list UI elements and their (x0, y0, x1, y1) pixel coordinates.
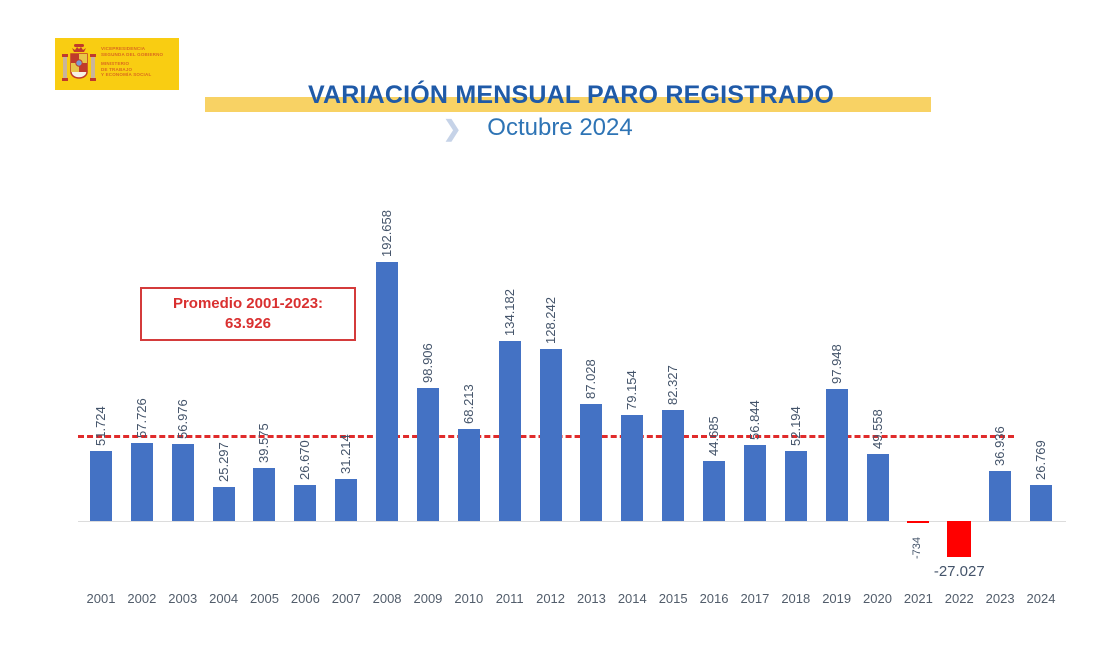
dept-line1: VICEPRESIDENCIA (101, 46, 146, 52)
x-axis-label-2021: 2021 (903, 591, 933, 606)
x-axis-label-2014: 2014 (617, 591, 647, 606)
bar-2003 (171, 444, 194, 521)
bar-value-label-2015: 82.327 (665, 365, 681, 405)
x-axis-label-2013: 2013 (576, 591, 606, 606)
bar-value-label-2021: -734 (911, 536, 924, 559)
bar-2014 (621, 415, 644, 521)
x-axis-label-2024: 2024 (1026, 591, 1056, 606)
bar-chart: 51.724 2001 57.726 2002 56.976 2003 25.297 2004… (78, 180, 1073, 640)
bar-value-label-2007: 31.214 (338, 434, 354, 474)
average-annotation-value: 63.926 (225, 315, 271, 332)
min-line3: Y ECONOMÍA SOCIAL (101, 72, 152, 78)
average-annotation-line1: Promedio 2001-2023: (172, 295, 324, 312)
bar-2024 (1030, 485, 1052, 521)
x-axis-label-2020: 2020 (863, 591, 892, 606)
bar-2006 (294, 485, 317, 521)
bar-2013 (580, 404, 603, 521)
x-axis-label-2005: 2005 (250, 591, 279, 606)
bar-2001 (90, 451, 112, 521)
bar-value-label-2014: 79.154 (624, 370, 640, 410)
bar-value-label-2006: 26.670 (297, 440, 313, 480)
bar-2007 (335, 479, 358, 521)
spain-coat-of-arms-icon (62, 44, 96, 81)
bar-value-label-2016: 44.685 (706, 416, 722, 456)
bar-value-label-2018: 52.194 (787, 406, 803, 446)
x-axis-label-2004: 2004 (209, 591, 239, 606)
gobierno-logo: VICEPRESIDENCIA SEGUNDA DEL GOBIERNO MIN… (55, 38, 179, 90)
bar-2022 (947, 521, 972, 557)
x-axis-label-2001: 2001 (86, 591, 116, 606)
bar-2023 (989, 471, 1012, 521)
x-axis-label-2010: 2010 (454, 591, 484, 606)
bar-2020 (866, 454, 889, 521)
bar-value-label-2002: 57.726 (133, 398, 149, 438)
bar-2015 (662, 410, 685, 521)
x-axis-label-2003: 2003 (168, 591, 198, 606)
x-axis-line (78, 521, 1066, 522)
x-axis-label-2007: 2007 (331, 591, 361, 606)
x-axis-label-2008: 2008 (372, 591, 402, 606)
x-axis-label-2002: 2002 (127, 591, 157, 606)
bar-2019 (825, 389, 848, 521)
page-subtitle: Octubre 2024 (487, 114, 633, 141)
min-line2: DE TRABAJO (101, 66, 133, 72)
bar-2002 (130, 443, 153, 521)
x-axis-label-2019: 2019 (822, 591, 852, 606)
bar-value-label-2005: 39.575 (256, 423, 272, 463)
bar-value-label-2024: 26.769 (1033, 440, 1048, 480)
x-axis-label-2018: 2018 (781, 591, 811, 606)
bar-2018 (784, 451, 807, 521)
bar-value-label-2022: -27.027 (933, 563, 985, 580)
x-axis-label-2012: 2012 (536, 591, 566, 606)
bar-2009 (416, 388, 439, 521)
bar-2005 (253, 468, 276, 521)
bar-value-label-2023: 36.936 (992, 426, 1008, 466)
bar-value-label-2017: 56.844 (746, 400, 762, 440)
bar-2011 (498, 341, 521, 521)
x-axis-label-2009: 2009 (413, 591, 443, 606)
ministry-name: VICEPRESIDENCIA SEGUNDA DEL GOBIERNO MIN… (101, 46, 179, 82)
bar-value-label-2001: 51.724 (93, 406, 108, 446)
bar-2012 (539, 349, 562, 521)
page-title: VARIACIÓN MENSUAL PARO REGISTRADO (307, 81, 835, 109)
bar-value-label-2003: 56.976 (174, 399, 190, 439)
bar-value-label-2004: 25.297 (215, 442, 231, 482)
bar-2004 (212, 487, 235, 521)
bar-2017 (743, 445, 766, 521)
bar-value-label-2020: 49.558 (869, 409, 885, 449)
bar-2021 (907, 521, 930, 523)
title-highlight-band (205, 97, 931, 112)
bar-value-label-2012: 128.242 (542, 297, 558, 344)
x-axis-label-2011: 2011 (495, 591, 524, 606)
bar-2016 (703, 461, 726, 521)
x-axis-label-2023: 2023 (985, 591, 1015, 606)
x-axis-label-2017: 2017 (740, 591, 770, 606)
bar-value-label-2013: 87.028 (583, 359, 599, 399)
x-axis-label-2022: 2022 (944, 591, 974, 606)
bar-value-label-2009: 98.906 (419, 343, 435, 383)
bar-value-label-2010: 68.213 (460, 384, 476, 424)
bar-2008 (376, 262, 399, 521)
min-line1: MINISTERIO (101, 61, 130, 67)
bar-value-label-2019: 97.948 (828, 344, 844, 384)
bar-value-label-2008: 192.658 (379, 210, 395, 257)
average-annotation-box: Promedio 2001-2023: 63.926 (140, 287, 356, 341)
dept-line2: SEGUNDA DEL GOBIERNO (101, 51, 164, 57)
bar-2010 (457, 429, 480, 521)
chevron-icon: ❯ (443, 116, 462, 141)
x-axis-label-2016: 2016 (699, 591, 729, 606)
x-axis-label-2006: 2006 (290, 591, 320, 606)
x-axis-label-2015: 2015 (658, 591, 688, 606)
bar-value-label-2011: 134.182 (501, 289, 517, 336)
